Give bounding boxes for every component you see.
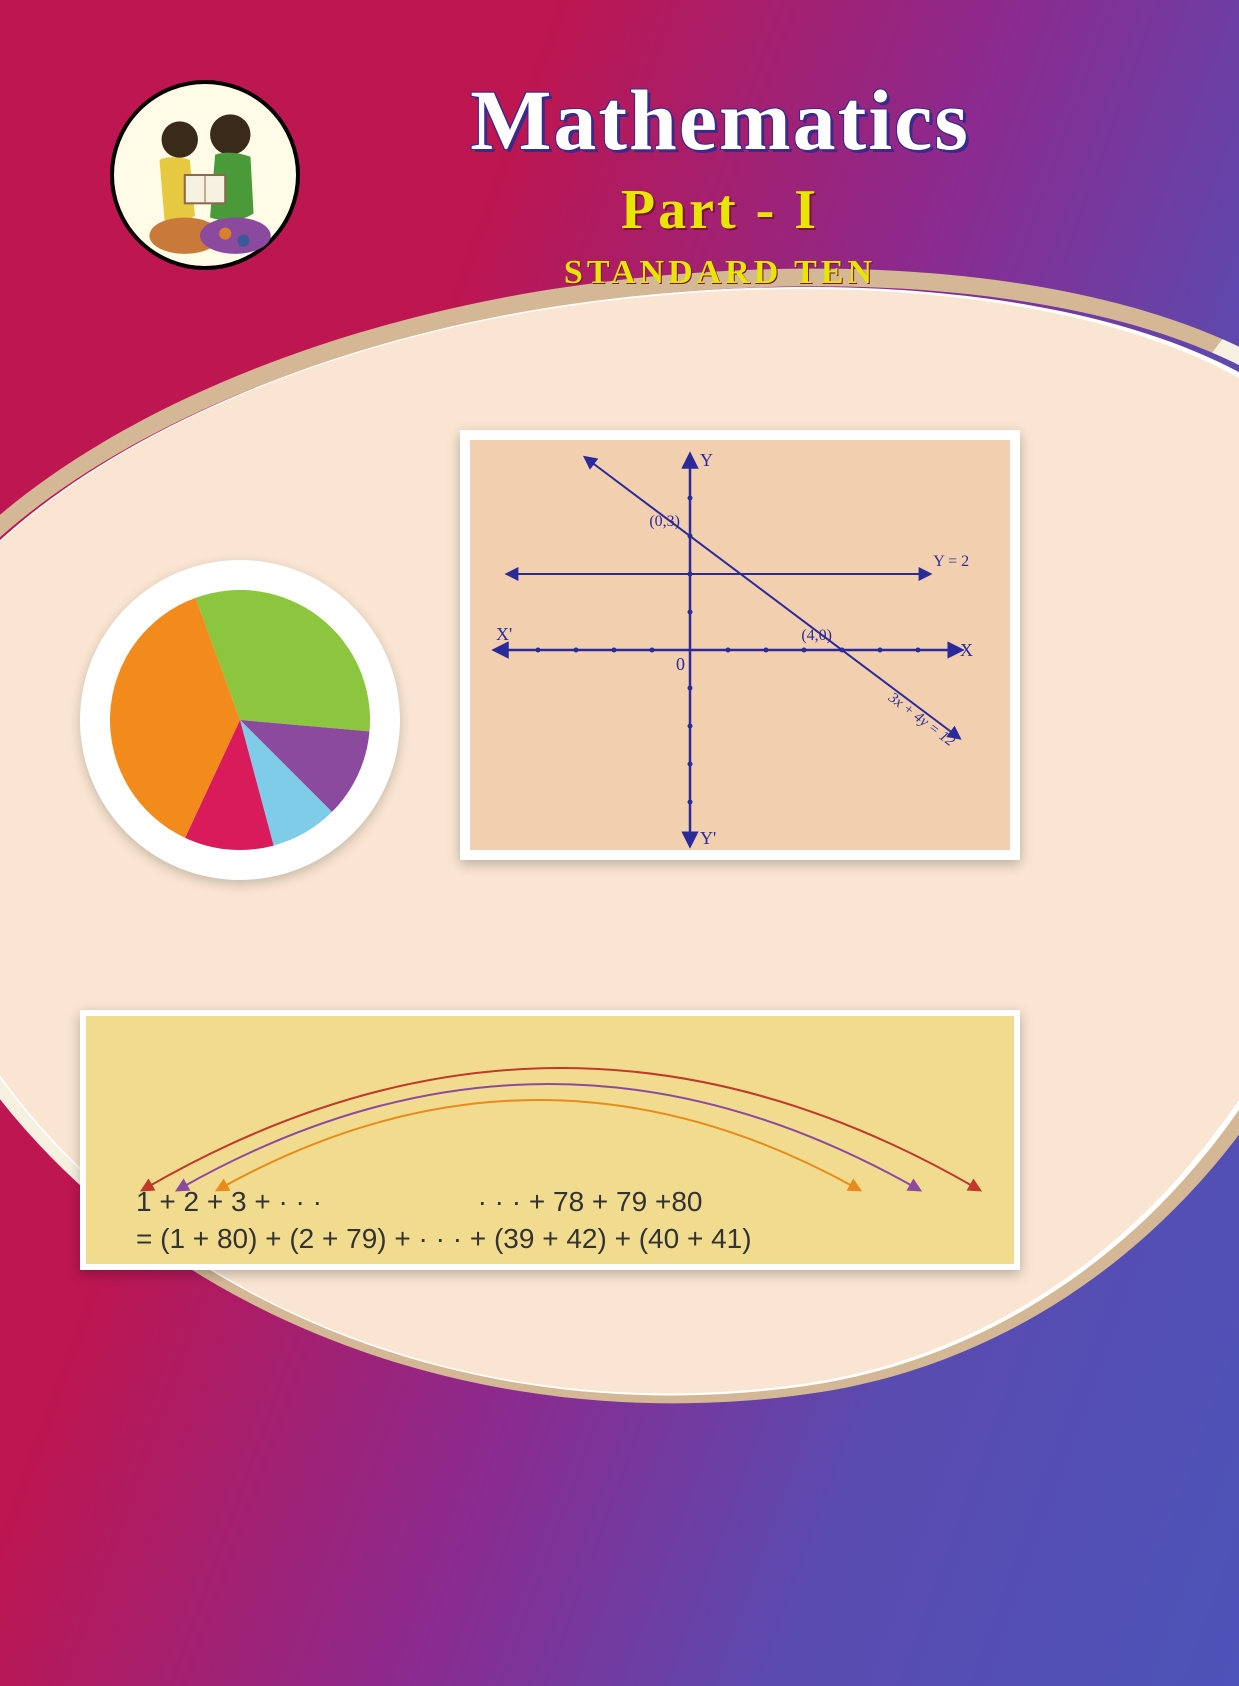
series-line-1: 1 + 2 + 3 + · · · · · · + 78 + 79 +80 [136,1186,702,1217]
svg-text:3x + 4y = 12: 3x + 4y = 12 [884,689,958,750]
svg-text:(0,3): (0,3) [649,513,680,530]
arithmetic-series-diagram: 1 + 2 + 3 + · · · · · · + 78 + 79 +80 = (… [80,1010,1020,1270]
svg-text:(4,0): (4,0) [801,627,832,644]
coordinate-graph: Y = 2 3x + 4y = 12 (0,3) (4,0) Y Y' X' X 0 [460,430,1020,860]
pie-chart [80,560,400,880]
pairing-arc-1 [146,1068,976,1188]
publisher-logo [110,80,300,270]
svg-text:Y: Y [700,450,713,470]
book-standard: STANDARD TEN [340,254,1100,292]
title-block: Mathematics Part - I STANDARD TEN [340,70,1100,292]
series-line-2: = (1 + 80) + (2 + 79) + · · · + (39 + 42… [136,1223,752,1254]
svg-text:Y = 2: Y = 2 [933,553,969,570]
pairing-arc-3 [221,1100,856,1188]
children-reading-icon [114,84,296,266]
svg-text:Y': Y' [700,828,716,848]
svg-text:X: X [960,640,973,660]
svg-text:X': X' [496,624,512,644]
book-title: Mathematics [340,70,1100,170]
svg-text:0: 0 [676,654,685,674]
book-part: Part - I [340,178,1100,242]
